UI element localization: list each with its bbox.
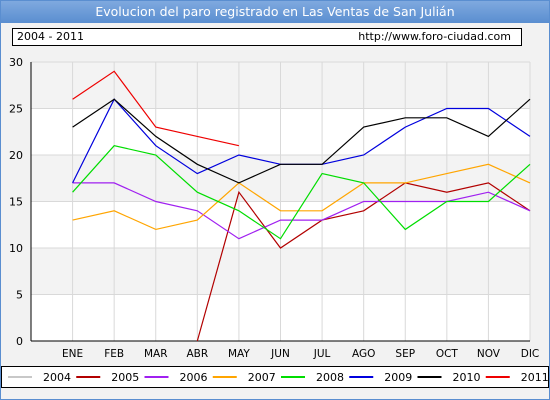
- y-tick-label: 20: [9, 149, 23, 162]
- x-tick-label: JUN: [270, 348, 290, 360]
- y-tick-label: 0: [16, 335, 23, 348]
- x-tick-label: JUL: [313, 348, 331, 360]
- source-url-label: http://www.foro-ciudad.com: [358, 30, 511, 43]
- y-tick-label: 10: [9, 242, 23, 255]
- x-tick-label: ENE: [62, 348, 83, 360]
- y-tick-label: 30: [9, 56, 23, 69]
- series-line-2008: [72, 145, 531, 240]
- x-tick-label: MAR: [144, 348, 168, 360]
- chart-title: Evolucion del paro registrado en Las Ven…: [1, 1, 549, 23]
- years-range-label: 2004 - 2011: [17, 30, 84, 43]
- x-tick-label: NOV: [477, 348, 501, 360]
- info-bar: 2004 - 2011 http://www.foro-ciudad.com: [12, 28, 522, 46]
- x-tick-label: FEB: [104, 348, 124, 360]
- legend-box: [1, 366, 549, 388]
- legend-label-2004: 2004: [43, 371, 71, 384]
- legend-label-2009: 2009: [384, 371, 412, 384]
- legend-label-2010: 2010: [453, 371, 481, 384]
- x-tick-label: OCT: [436, 348, 459, 360]
- x-tick-label: ABR: [186, 348, 208, 360]
- y-tick-label: 25: [9, 103, 23, 116]
- x-tick-label: MAY: [228, 348, 250, 360]
- series-line-2011: [72, 70, 240, 147]
- x-tick-label: AGO: [352, 348, 375, 360]
- y-tick-label: 15: [9, 196, 23, 209]
- legend-label-2005: 2005: [111, 371, 139, 384]
- x-tick-label: SEP: [395, 348, 415, 360]
- series-line-2006: [72, 182, 531, 240]
- x-tick-label: DIC: [521, 348, 540, 360]
- series-line-2010: [72, 98, 531, 184]
- legend-label-2008: 2008: [316, 371, 344, 384]
- legend-label-2006: 2006: [180, 371, 208, 384]
- series-line-2005: [196, 182, 531, 342]
- legend-label-2007: 2007: [248, 371, 276, 384]
- y-tick-label: 5: [16, 289, 23, 302]
- series-line-2007: [72, 163, 531, 231]
- legend-label-2011: 2011: [521, 371, 549, 384]
